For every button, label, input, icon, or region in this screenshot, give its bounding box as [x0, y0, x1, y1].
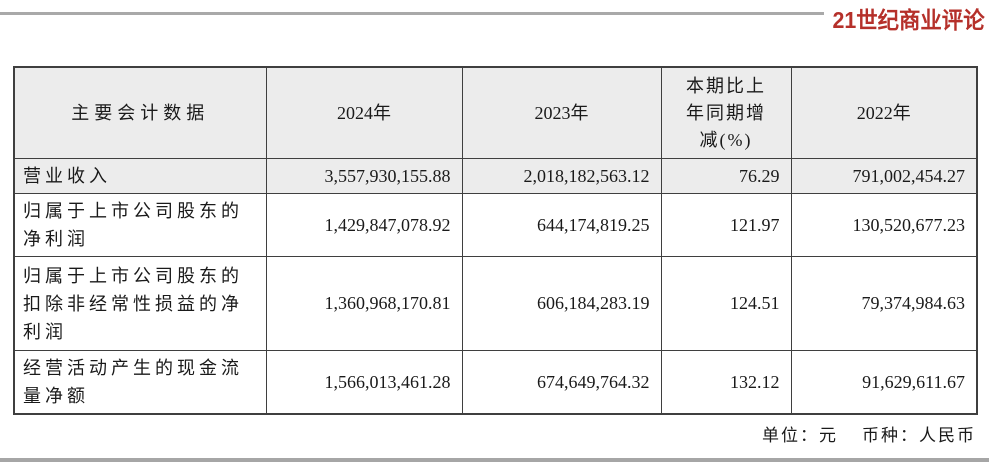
column-header-change: 本期比上 年同期增 减(%) [660, 66, 792, 159]
financial-summary-table: 主要会计数据 2024年 2023年 本期比上 年同期增 减(%) 2022年 … [13, 66, 978, 415]
header-divider-rule [0, 12, 824, 15]
publication-logo: 21世纪商业评论 [832, 7, 985, 33]
value-change: 132.12 [660, 350, 792, 415]
bottom-divider-bar [0, 458, 989, 462]
value-2022: 130,520,677.23 [790, 193, 978, 257]
row-label: 经营活动产生的现金流量净额 [13, 350, 267, 415]
column-header-metric: 主要会计数据 [13, 66, 267, 159]
value-change: 76.29 [660, 158, 792, 194]
value-2023: 2,018,182,563.12 [461, 158, 662, 194]
row-label: 营业收入 [13, 158, 267, 194]
column-header-2024: 2024年 [265, 66, 463, 159]
table-row-net-profit: 归属于上市公司股东的净利润 1,429,847,078.92 644,174,8… [13, 193, 978, 257]
table-row-revenue: 营业收入 3,557,930,155.88 2,018,182,563.12 7… [13, 158, 978, 194]
column-header-2023: 2023年 [461, 66, 662, 159]
value-change: 124.51 [660, 256, 792, 351]
value-2023: 644,174,819.25 [461, 193, 662, 257]
unit-label: 单位：元 [762, 426, 838, 445]
value-change: 121.97 [660, 193, 792, 257]
table-row-net-profit-excl-nonrecurring: 归属于上市公司股东的扣除非经常性损益的净利润 1,360,968,170.81 … [13, 256, 978, 351]
value-2022: 91,629,611.67 [790, 350, 978, 415]
value-2024: 1,360,968,170.81 [265, 256, 463, 351]
value-2022: 79,374,984.63 [790, 256, 978, 351]
value-2023: 674,649,764.32 [461, 350, 662, 415]
value-2024: 1,566,013,461.28 [265, 350, 463, 415]
unit-currency-note: 单位：元 币种：人民币 [762, 421, 976, 446]
value-2022: 791,002,454.27 [790, 158, 978, 194]
row-label: 归属于上市公司股东的扣除非经常性损益的净利润 [13, 256, 267, 351]
currency-label: 币种：人民币 [862, 426, 976, 445]
value-2024: 1,429,847,078.92 [265, 193, 463, 257]
table-header-row: 主要会计数据 2024年 2023年 本期比上 年同期增 减(%) 2022年 [13, 66, 978, 159]
row-label: 归属于上市公司股东的净利润 [13, 193, 267, 257]
value-2024: 3,557,930,155.88 [265, 158, 463, 194]
value-2023: 606,184,283.19 [461, 256, 662, 351]
column-header-2022: 2022年 [790, 66, 978, 159]
table-row-operating-cash-flow: 经营活动产生的现金流量净额 1,566,013,461.28 674,649,7… [13, 350, 978, 415]
